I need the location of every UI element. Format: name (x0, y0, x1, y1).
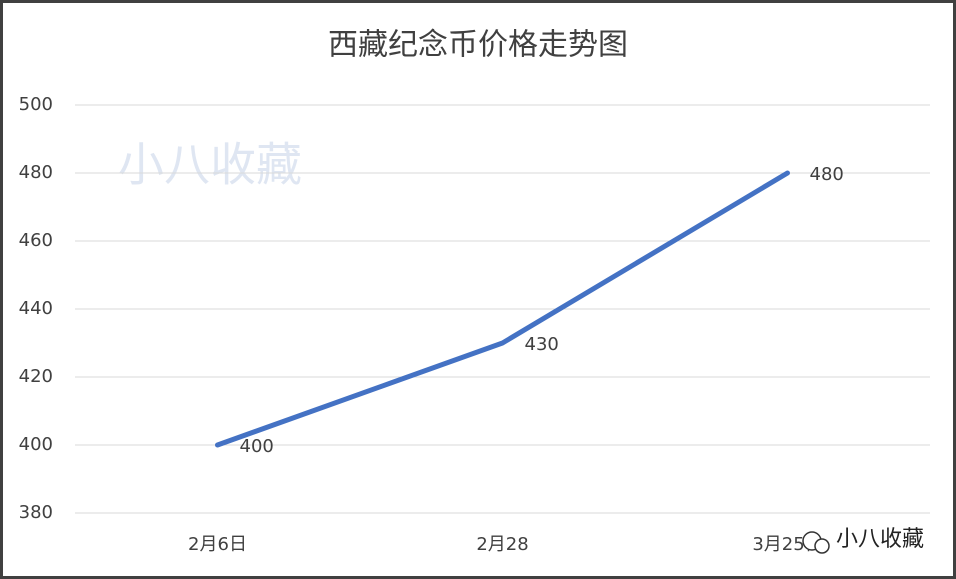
data-label: 430 (525, 334, 559, 355)
chart-title: 西藏纪念币价格走势图 (328, 28, 628, 63)
data-label: 400 (240, 436, 274, 457)
y-tick-label: 480 (19, 162, 53, 183)
y-tick-label: 420 (19, 366, 53, 387)
x-tick-label: 2月6日 (188, 534, 247, 555)
y-tick-label: 400 (19, 434, 53, 455)
line (215, 170, 790, 448)
y-tick-label: 500 (19, 94, 53, 115)
x-tick-label: 2月28 (476, 534, 528, 555)
watermark: 小八收藏 (118, 138, 302, 192)
watermark-corner: 小八收藏 (836, 527, 924, 552)
data-label: 480 (810, 164, 844, 185)
y-tick-label: 380 (19, 502, 53, 523)
y-tick-label: 460 (19, 230, 53, 251)
y-tick-label: 440 (19, 298, 53, 319)
wechat-icon (802, 531, 830, 554)
